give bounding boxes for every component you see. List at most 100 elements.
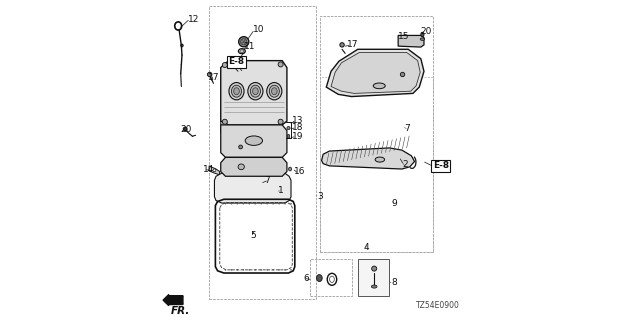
Ellipse shape bbox=[371, 285, 377, 288]
Text: 14: 14 bbox=[203, 164, 214, 173]
Ellipse shape bbox=[269, 85, 279, 97]
Polygon shape bbox=[214, 173, 291, 203]
Ellipse shape bbox=[245, 136, 262, 145]
Ellipse shape bbox=[222, 119, 227, 124]
Ellipse shape bbox=[284, 203, 286, 204]
Text: 17: 17 bbox=[347, 40, 358, 49]
Text: 10: 10 bbox=[253, 25, 265, 34]
Ellipse shape bbox=[289, 167, 292, 171]
Ellipse shape bbox=[375, 157, 385, 162]
Polygon shape bbox=[221, 60, 287, 125]
Text: 8: 8 bbox=[391, 278, 397, 287]
Ellipse shape bbox=[180, 44, 183, 47]
Bar bbox=[310, 259, 353, 296]
Ellipse shape bbox=[266, 269, 268, 271]
Ellipse shape bbox=[234, 88, 239, 95]
Ellipse shape bbox=[278, 269, 280, 271]
Ellipse shape bbox=[260, 269, 262, 271]
Ellipse shape bbox=[290, 203, 292, 204]
Ellipse shape bbox=[248, 269, 250, 271]
Text: 20: 20 bbox=[180, 124, 192, 133]
Ellipse shape bbox=[240, 50, 244, 52]
Text: 19: 19 bbox=[292, 132, 303, 141]
Text: 15: 15 bbox=[398, 32, 410, 41]
Ellipse shape bbox=[287, 134, 290, 138]
Ellipse shape bbox=[248, 203, 250, 204]
Ellipse shape bbox=[278, 203, 280, 204]
Text: 20: 20 bbox=[421, 27, 432, 36]
Ellipse shape bbox=[401, 72, 404, 77]
Ellipse shape bbox=[290, 269, 292, 271]
Ellipse shape bbox=[273, 203, 274, 204]
Polygon shape bbox=[398, 36, 424, 47]
Polygon shape bbox=[326, 49, 424, 97]
Text: 11: 11 bbox=[244, 42, 256, 51]
Ellipse shape bbox=[243, 203, 244, 204]
Ellipse shape bbox=[260, 203, 262, 204]
Bar bbox=[209, 6, 316, 299]
Ellipse shape bbox=[248, 83, 263, 100]
Ellipse shape bbox=[253, 88, 258, 95]
Ellipse shape bbox=[373, 83, 385, 89]
Ellipse shape bbox=[284, 269, 286, 271]
Ellipse shape bbox=[255, 269, 256, 271]
Text: 6: 6 bbox=[303, 274, 309, 283]
Text: 1: 1 bbox=[278, 186, 284, 195]
Ellipse shape bbox=[266, 203, 268, 204]
Ellipse shape bbox=[207, 72, 212, 77]
Ellipse shape bbox=[271, 88, 277, 95]
Ellipse shape bbox=[278, 119, 283, 124]
Polygon shape bbox=[221, 157, 287, 176]
Text: 12: 12 bbox=[188, 15, 200, 24]
Ellipse shape bbox=[241, 39, 247, 45]
Ellipse shape bbox=[287, 126, 290, 130]
Ellipse shape bbox=[372, 266, 377, 271]
Ellipse shape bbox=[243, 269, 244, 271]
Ellipse shape bbox=[340, 43, 344, 47]
Polygon shape bbox=[321, 148, 415, 169]
Text: E-8: E-8 bbox=[433, 161, 449, 170]
Text: TZ54E0900: TZ54E0900 bbox=[417, 300, 460, 309]
Ellipse shape bbox=[213, 169, 216, 172]
Bar bbox=[358, 259, 389, 296]
Ellipse shape bbox=[278, 62, 283, 67]
Text: 3: 3 bbox=[317, 192, 323, 201]
Text: FR.: FR. bbox=[171, 307, 191, 316]
Ellipse shape bbox=[237, 203, 238, 204]
Ellipse shape bbox=[238, 164, 244, 170]
Text: 16: 16 bbox=[294, 167, 306, 176]
Text: E-8: E-8 bbox=[228, 57, 244, 66]
Ellipse shape bbox=[232, 85, 241, 97]
Ellipse shape bbox=[421, 32, 424, 37]
Bar bbox=[320, 16, 433, 252]
Text: 7: 7 bbox=[264, 176, 269, 185]
FancyArrow shape bbox=[163, 295, 183, 306]
Ellipse shape bbox=[239, 145, 243, 149]
Ellipse shape bbox=[317, 275, 322, 282]
Ellipse shape bbox=[183, 127, 187, 131]
Ellipse shape bbox=[267, 83, 282, 100]
Text: 9: 9 bbox=[392, 198, 397, 208]
Ellipse shape bbox=[237, 269, 238, 271]
Ellipse shape bbox=[250, 85, 260, 97]
Text: 2: 2 bbox=[403, 160, 408, 169]
Text: 4: 4 bbox=[364, 243, 369, 252]
Ellipse shape bbox=[222, 62, 227, 68]
Ellipse shape bbox=[273, 269, 274, 271]
Ellipse shape bbox=[420, 38, 424, 40]
Text: 5: 5 bbox=[250, 231, 256, 240]
Ellipse shape bbox=[230, 269, 232, 271]
Ellipse shape bbox=[229, 83, 244, 100]
Ellipse shape bbox=[330, 276, 334, 283]
Text: 7: 7 bbox=[404, 124, 410, 132]
Ellipse shape bbox=[230, 203, 232, 204]
Ellipse shape bbox=[239, 37, 249, 47]
Polygon shape bbox=[221, 121, 228, 137]
Bar bbox=[320, 77, 433, 252]
Text: 18: 18 bbox=[292, 123, 303, 132]
Polygon shape bbox=[331, 52, 420, 93]
Ellipse shape bbox=[225, 269, 227, 271]
Polygon shape bbox=[221, 125, 287, 157]
Text: 13: 13 bbox=[292, 116, 303, 125]
Text: 17: 17 bbox=[209, 73, 220, 82]
